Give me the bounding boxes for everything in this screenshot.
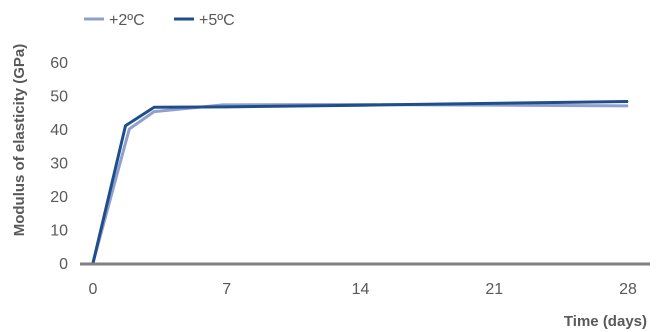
legend-label-series-1: +2ºC	[109, 12, 145, 29]
y-axis-title: Modulus of elasticity (GPa)	[11, 44, 28, 237]
y-tick-label: 60	[50, 55, 68, 72]
series-1-point	[153, 111, 155, 113]
series-1-point	[222, 104, 224, 106]
series-2-point	[226, 106, 228, 108]
y-tick-label: 10	[50, 223, 68, 240]
series-2-point	[153, 106, 155, 108]
y-tick-label: 40	[50, 122, 68, 139]
series-layer	[91, 100, 629, 264]
x-tick-label: 0	[89, 281, 98, 298]
x-tick-label: 7	[222, 281, 231, 298]
legend: +2ºC +5ºC	[84, 12, 235, 29]
series-2-point	[360, 104, 361, 106]
series-line-1	[91, 103, 629, 264]
series-line-2	[91, 100, 629, 264]
y-tick-label: 20	[50, 189, 68, 206]
x-tick-label: 21	[485, 281, 503, 298]
series-2-point	[627, 101, 629, 103]
series-1-point	[627, 105, 629, 107]
x-tick-label: 28	[619, 281, 637, 298]
series-2-point	[124, 125, 126, 127]
x-axis-ticks: 0 7 14 21 28	[89, 281, 637, 298]
series-1-point	[128, 128, 130, 130]
x-axis-title: Time (days)	[564, 313, 647, 330]
y-tick-label: 30	[50, 156, 68, 173]
y-tick-label: 0	[59, 256, 68, 273]
x-tick-label: 14	[352, 281, 370, 298]
y-tick-label: 50	[50, 89, 68, 106]
y-axis-ticks: 0 10 20 30 40 50 60	[50, 55, 68, 273]
legend-label-series-2: +5ºC	[199, 12, 235, 29]
